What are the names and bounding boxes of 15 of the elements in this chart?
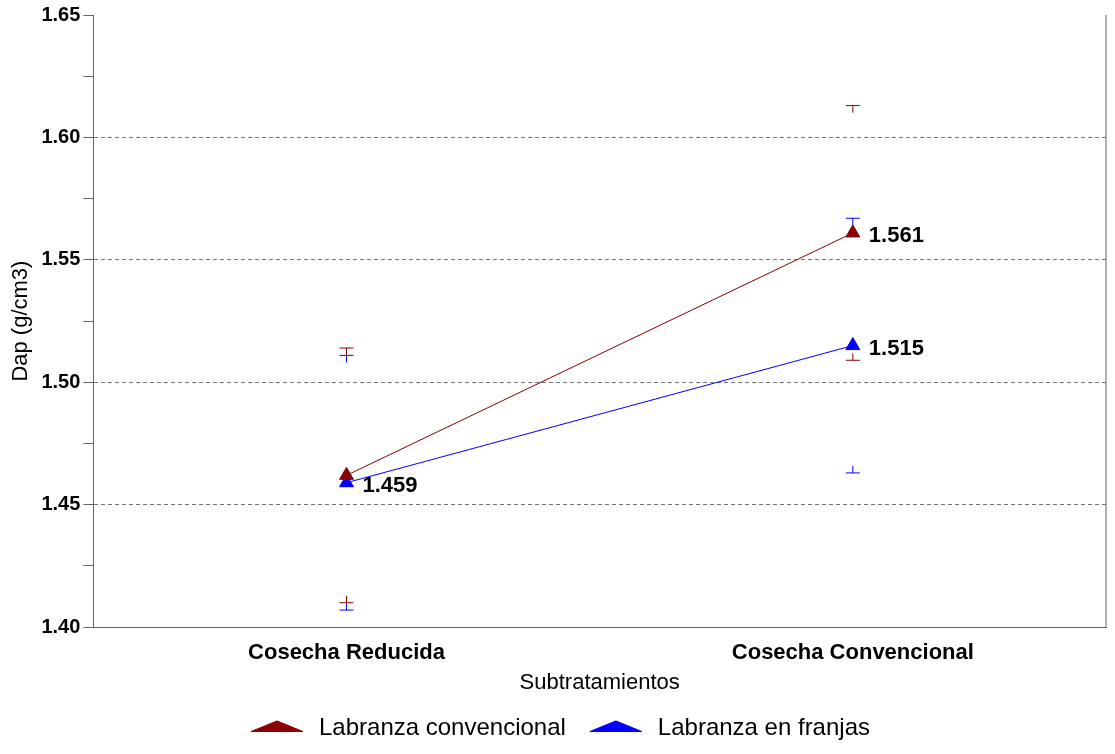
data-label: 1.515: [868, 334, 924, 360]
y-tick-label: 1.50: [41, 369, 81, 392]
x-axis-title: Subtratamientos: [519, 668, 680, 694]
y-tick-label: 1.40: [41, 614, 81, 637]
y-tick-label: 1.55: [41, 247, 81, 270]
y-tick-label: 1.45: [41, 492, 81, 515]
data-label: 1.459: [362, 471, 418, 497]
y-tick-label: 1.60: [41, 124, 81, 147]
data-label: 1.561: [868, 222, 924, 248]
x-tick-label: Cosecha Convencional: [731, 639, 974, 665]
y-axis-title: Dap (g/cm3): [7, 260, 33, 382]
x-tick-label: Cosecha Reducida: [248, 639, 446, 665]
legend-label: Labranza convencional: [319, 712, 566, 740]
y-tick-label: 1.65: [41, 2, 81, 25]
legend-label: Labranza en franjas: [657, 712, 871, 740]
